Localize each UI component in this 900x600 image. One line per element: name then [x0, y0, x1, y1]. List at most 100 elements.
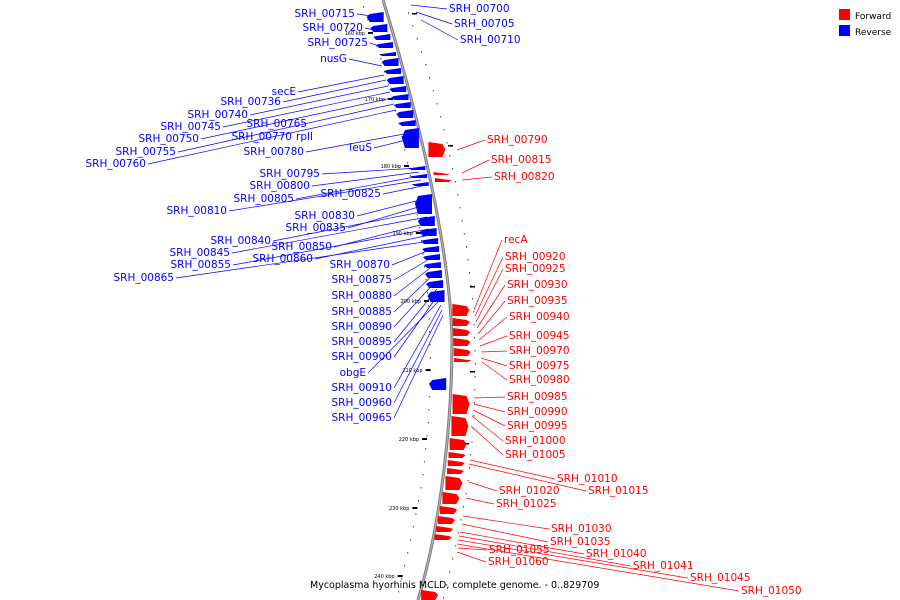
- outer-dot: [461, 220, 463, 222]
- outer-dot: [470, 454, 472, 456]
- reverse-gene-label: SRH_00755: [115, 146, 176, 158]
- forward-gene-feature: [438, 516, 455, 524]
- reverse-gene-label: SRH_00875: [331, 274, 392, 286]
- reverse-gene-label: SRH_00870: [329, 259, 390, 271]
- inner-dot: [414, 201, 416, 203]
- outer-dot: [474, 376, 476, 378]
- forward-gene-label: SRH_00935: [507, 295, 568, 307]
- inner-dot: [426, 435, 428, 437]
- forward-gene-label: SRH_00945: [509, 330, 570, 342]
- reverse-label-leader-line: [305, 133, 405, 153]
- forward-gene-feature: [442, 492, 460, 504]
- inner-dot: [429, 331, 431, 333]
- forward-label-leader-line: [479, 335, 508, 347]
- outer-dot: [446, 584, 448, 586]
- forward-gene-feature: [421, 590, 439, 600]
- reverse-gene-feature: [422, 254, 440, 260]
- reverse-gene-feature: [422, 246, 440, 252]
- inner-dot: [423, 461, 425, 463]
- reverse-label-leader-line: [369, 42, 377, 46]
- genome-backbone-arc-inner: [382, 0, 453, 600]
- forward-gene-label: SRH_00815: [491, 154, 552, 166]
- forward-gene-label: SRH_00990: [507, 406, 568, 418]
- forward-label-leader-line: [456, 551, 487, 563]
- reverse-gene-feature: [429, 378, 447, 390]
- reverse-label-leader-line: [333, 222, 429, 248]
- outer-dash: [470, 371, 475, 373]
- outer-dot: [466, 246, 467, 248]
- inner-dot: [376, 45, 377, 47]
- outer-dot: [440, 116, 442, 118]
- forward-gene-feature: [434, 534, 452, 540]
- forward-gene-label: SRH_01041: [633, 560, 694, 572]
- reverse-gene-label: SRH_00795: [259, 168, 320, 180]
- scale-tick-mark: [403, 165, 409, 167]
- forward-label-leader-line: [470, 425, 504, 456]
- reverse-gene-label: SRH_00825: [320, 188, 381, 200]
- forward-gene-feature: [440, 506, 457, 514]
- inner-dot: [401, 136, 403, 138]
- outer-dot: [416, 38, 418, 40]
- reverse-label-leader-line: [356, 13, 373, 17]
- inner-dot: [407, 162, 409, 164]
- forward-label-leader-line: [478, 316, 508, 341]
- forward-gene-feature: [451, 416, 469, 436]
- outer-dot: [467, 480, 469, 482]
- reverse-gene-feature: [389, 86, 407, 92]
- reverse-gene-label: SRH_00725: [307, 37, 368, 49]
- reverse-label-leader-line: [200, 97, 393, 140]
- forward-gene-feature: [436, 526, 454, 532]
- reverse-gene-label: SRH_00885: [331, 306, 392, 318]
- forward-label-leader-line: [468, 481, 498, 492]
- reverse-label-leader-line: [232, 228, 430, 266]
- forward-gene-label: SRH_00790: [487, 134, 548, 146]
- inner-dot: [420, 487, 422, 489]
- forward-gene-label: SRH_00995: [507, 420, 568, 432]
- inner-dot: [429, 357, 431, 359]
- forward-gene-label: SRH_01050: [741, 585, 802, 597]
- forward-gene-feature: [452, 304, 470, 316]
- reverse-label-leader-line: [231, 216, 428, 254]
- reverse-gene-feature: [417, 216, 435, 226]
- forward-gene-label: SRH_01010: [557, 473, 618, 485]
- outer-dot: [463, 233, 465, 235]
- forward-label-leader-line: [462, 515, 550, 530]
- outer-dash: [470, 286, 475, 288]
- forward-label-leader-line: [474, 256, 504, 317]
- reverse-gene-label: obgE: [340, 367, 366, 379]
- forward-gene-label: SRH_01035: [550, 536, 611, 548]
- inner-dot: [428, 318, 430, 320]
- forward-label-leader-line: [469, 459, 556, 480]
- forward-label-leader-line: [468, 463, 587, 492]
- scale-tick-mark: [424, 300, 430, 302]
- reverse-label-leader-line: [393, 304, 442, 389]
- outer-dot: [472, 428, 474, 430]
- inner-dot: [424, 266, 426, 268]
- outer-dot: [468, 467, 470, 469]
- outer-dot: [432, 90, 434, 92]
- forward-gene-label: SRH_01020: [499, 485, 560, 497]
- reverse-gene-feature: [386, 76, 404, 84]
- scale-tick-label: 230 kbp: [389, 506, 409, 512]
- reverse-label-leader-line: [373, 139, 407, 149]
- forward-gene-feature: [433, 172, 451, 175]
- reverse-label-leader-line: [249, 85, 389, 116]
- inner-dot: [398, 591, 400, 593]
- outer-dot: [425, 64, 427, 66]
- reverse-gene-feature: [427, 290, 445, 302]
- forward-gene-feature: [428, 142, 446, 157]
- forward-label-leader-line: [471, 415, 504, 442]
- scale-tick-label: 180 kbp: [381, 164, 401, 170]
- inner-dot: [428, 305, 430, 307]
- inner-dot: [391, 97, 393, 99]
- reverse-gene-label: SRH_00710: [460, 34, 521, 46]
- forward-label-leader-line: [475, 268, 504, 323]
- reverse-label-leader-line: [347, 204, 426, 229]
- outer-dot: [459, 207, 461, 209]
- forward-label-leader-line: [465, 497, 495, 505]
- forward-gene-label: SRH_01055: [489, 544, 550, 556]
- inner-dot: [416, 214, 418, 216]
- scale-tick-mark: [388, 98, 394, 100]
- reverse-gene-label: SRH_00835: [285, 222, 346, 234]
